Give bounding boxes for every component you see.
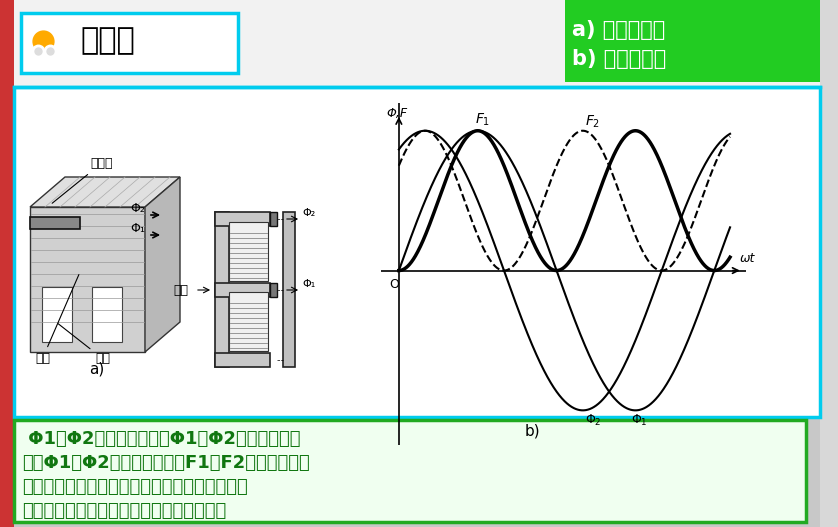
- Polygon shape: [145, 177, 180, 352]
- Bar: [215, 212, 270, 226]
- Text: b) 电磁吸力图: b) 电磁吸力图: [572, 49, 666, 69]
- Bar: [820, 0, 838, 527]
- Text: a) 磁通示意图: a) 磁通示意图: [572, 20, 665, 40]
- Bar: [215, 212, 229, 367]
- Text: Φ₂: Φ₂: [302, 208, 315, 218]
- Bar: [283, 212, 295, 367]
- Text: 衔铁: 衔铁: [173, 284, 188, 297]
- Text: Φ₁: Φ₁: [302, 279, 315, 289]
- Bar: [30, 217, 80, 229]
- Bar: [270, 283, 277, 297]
- Bar: [270, 212, 277, 226]
- Bar: [0, 0, 14, 527]
- Text: $Φ_1$: $Φ_1$: [630, 413, 647, 428]
- Text: Φ₂: Φ₂: [130, 202, 145, 215]
- Text: ωt: ωt: [739, 252, 755, 265]
- Bar: [565, 0, 820, 82]
- Text: 线圈: 线圈: [58, 324, 110, 365]
- FancyBboxPatch shape: [21, 13, 238, 73]
- Text: $Φ_2$: $Φ_2$: [586, 413, 602, 428]
- Bar: [30, 207, 145, 352]
- Polygon shape: [30, 177, 180, 207]
- Bar: [42, 287, 72, 342]
- Bar: [229, 292, 268, 351]
- Text: a): a): [90, 362, 105, 377]
- Text: Φ,F: Φ,F: [386, 106, 407, 120]
- Text: $F_1$: $F_1$: [475, 112, 490, 128]
- Text: b): b): [525, 423, 540, 438]
- Bar: [14, 420, 806, 522]
- Text: 铁心: 铁心: [35, 275, 79, 365]
- Text: $F_2$: $F_2$: [586, 113, 601, 130]
- Bar: [92, 287, 122, 342]
- Text: 铁将始终被吸住，振动和噪声会显著减小。: 铁将始终被吸住，振动和噪声会显著减小。: [22, 502, 226, 520]
- Bar: [215, 353, 270, 367]
- Text: 这就保证了铁芯与衔铁在任何时刻都有吸力，衔: 这就保证了铁芯与衔铁在任何时刻都有吸力，衔: [22, 478, 248, 496]
- Bar: [229, 222, 268, 281]
- Text: Φ₁: Φ₁: [130, 222, 145, 235]
- Bar: [215, 283, 270, 297]
- Text: 则由Φ1和Φ2产生的电磁吸力F1和F2不同时为零，: 则由Φ1和Φ2产生的电磁吸力F1和F2不同时为零，: [22, 454, 310, 472]
- Text: 短路环: 短路环: [52, 157, 112, 203]
- Text: O: O: [389, 278, 399, 290]
- Bar: [14, 0, 820, 87]
- Bar: [14, 87, 820, 417]
- Text: 短路环: 短路环: [80, 26, 135, 55]
- Text: Φ1和Φ2的相位不同，即Φ1和Φ2不同时为零，: Φ1和Φ2的相位不同，即Φ1和Φ2不同时为零，: [22, 430, 301, 448]
